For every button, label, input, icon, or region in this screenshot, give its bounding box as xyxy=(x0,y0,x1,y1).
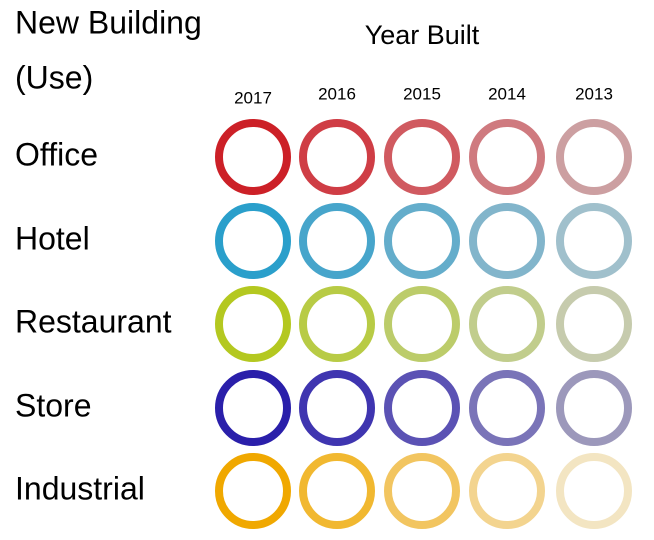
title-line: (Use) xyxy=(15,59,93,95)
ring xyxy=(384,286,460,362)
ring xyxy=(556,370,632,446)
year-label: 2014 xyxy=(488,84,526,103)
ring xyxy=(384,203,460,279)
year-label: 2017 xyxy=(234,88,272,107)
ring xyxy=(299,286,375,362)
ring xyxy=(384,119,460,195)
ring xyxy=(215,203,291,279)
ring xyxy=(299,453,375,529)
ring xyxy=(469,203,545,279)
year-label: 2016 xyxy=(318,84,356,103)
ring xyxy=(469,370,545,446)
ring xyxy=(299,203,375,279)
ring xyxy=(299,370,375,446)
column-header: Year Built xyxy=(365,20,480,50)
title-line: New Building xyxy=(15,4,202,40)
ring xyxy=(469,119,545,195)
row-label: Industrial xyxy=(15,470,145,506)
ring xyxy=(215,453,291,529)
ring xyxy=(469,453,545,529)
ring xyxy=(469,286,545,362)
ring xyxy=(384,370,460,446)
ring xyxy=(556,203,632,279)
ring xyxy=(556,453,632,529)
year-label: 2013 xyxy=(575,84,613,103)
row-label: Restaurant xyxy=(15,303,172,339)
ring xyxy=(556,119,632,195)
row-label: Store xyxy=(15,387,91,423)
row-label: Hotel xyxy=(15,220,90,256)
ring xyxy=(556,286,632,362)
row-label: Office xyxy=(15,136,98,172)
ring xyxy=(299,119,375,195)
ring xyxy=(215,119,291,195)
ring xyxy=(384,453,460,529)
ring xyxy=(215,286,291,362)
ring xyxy=(215,370,291,446)
year-label: 2015 xyxy=(403,84,441,103)
